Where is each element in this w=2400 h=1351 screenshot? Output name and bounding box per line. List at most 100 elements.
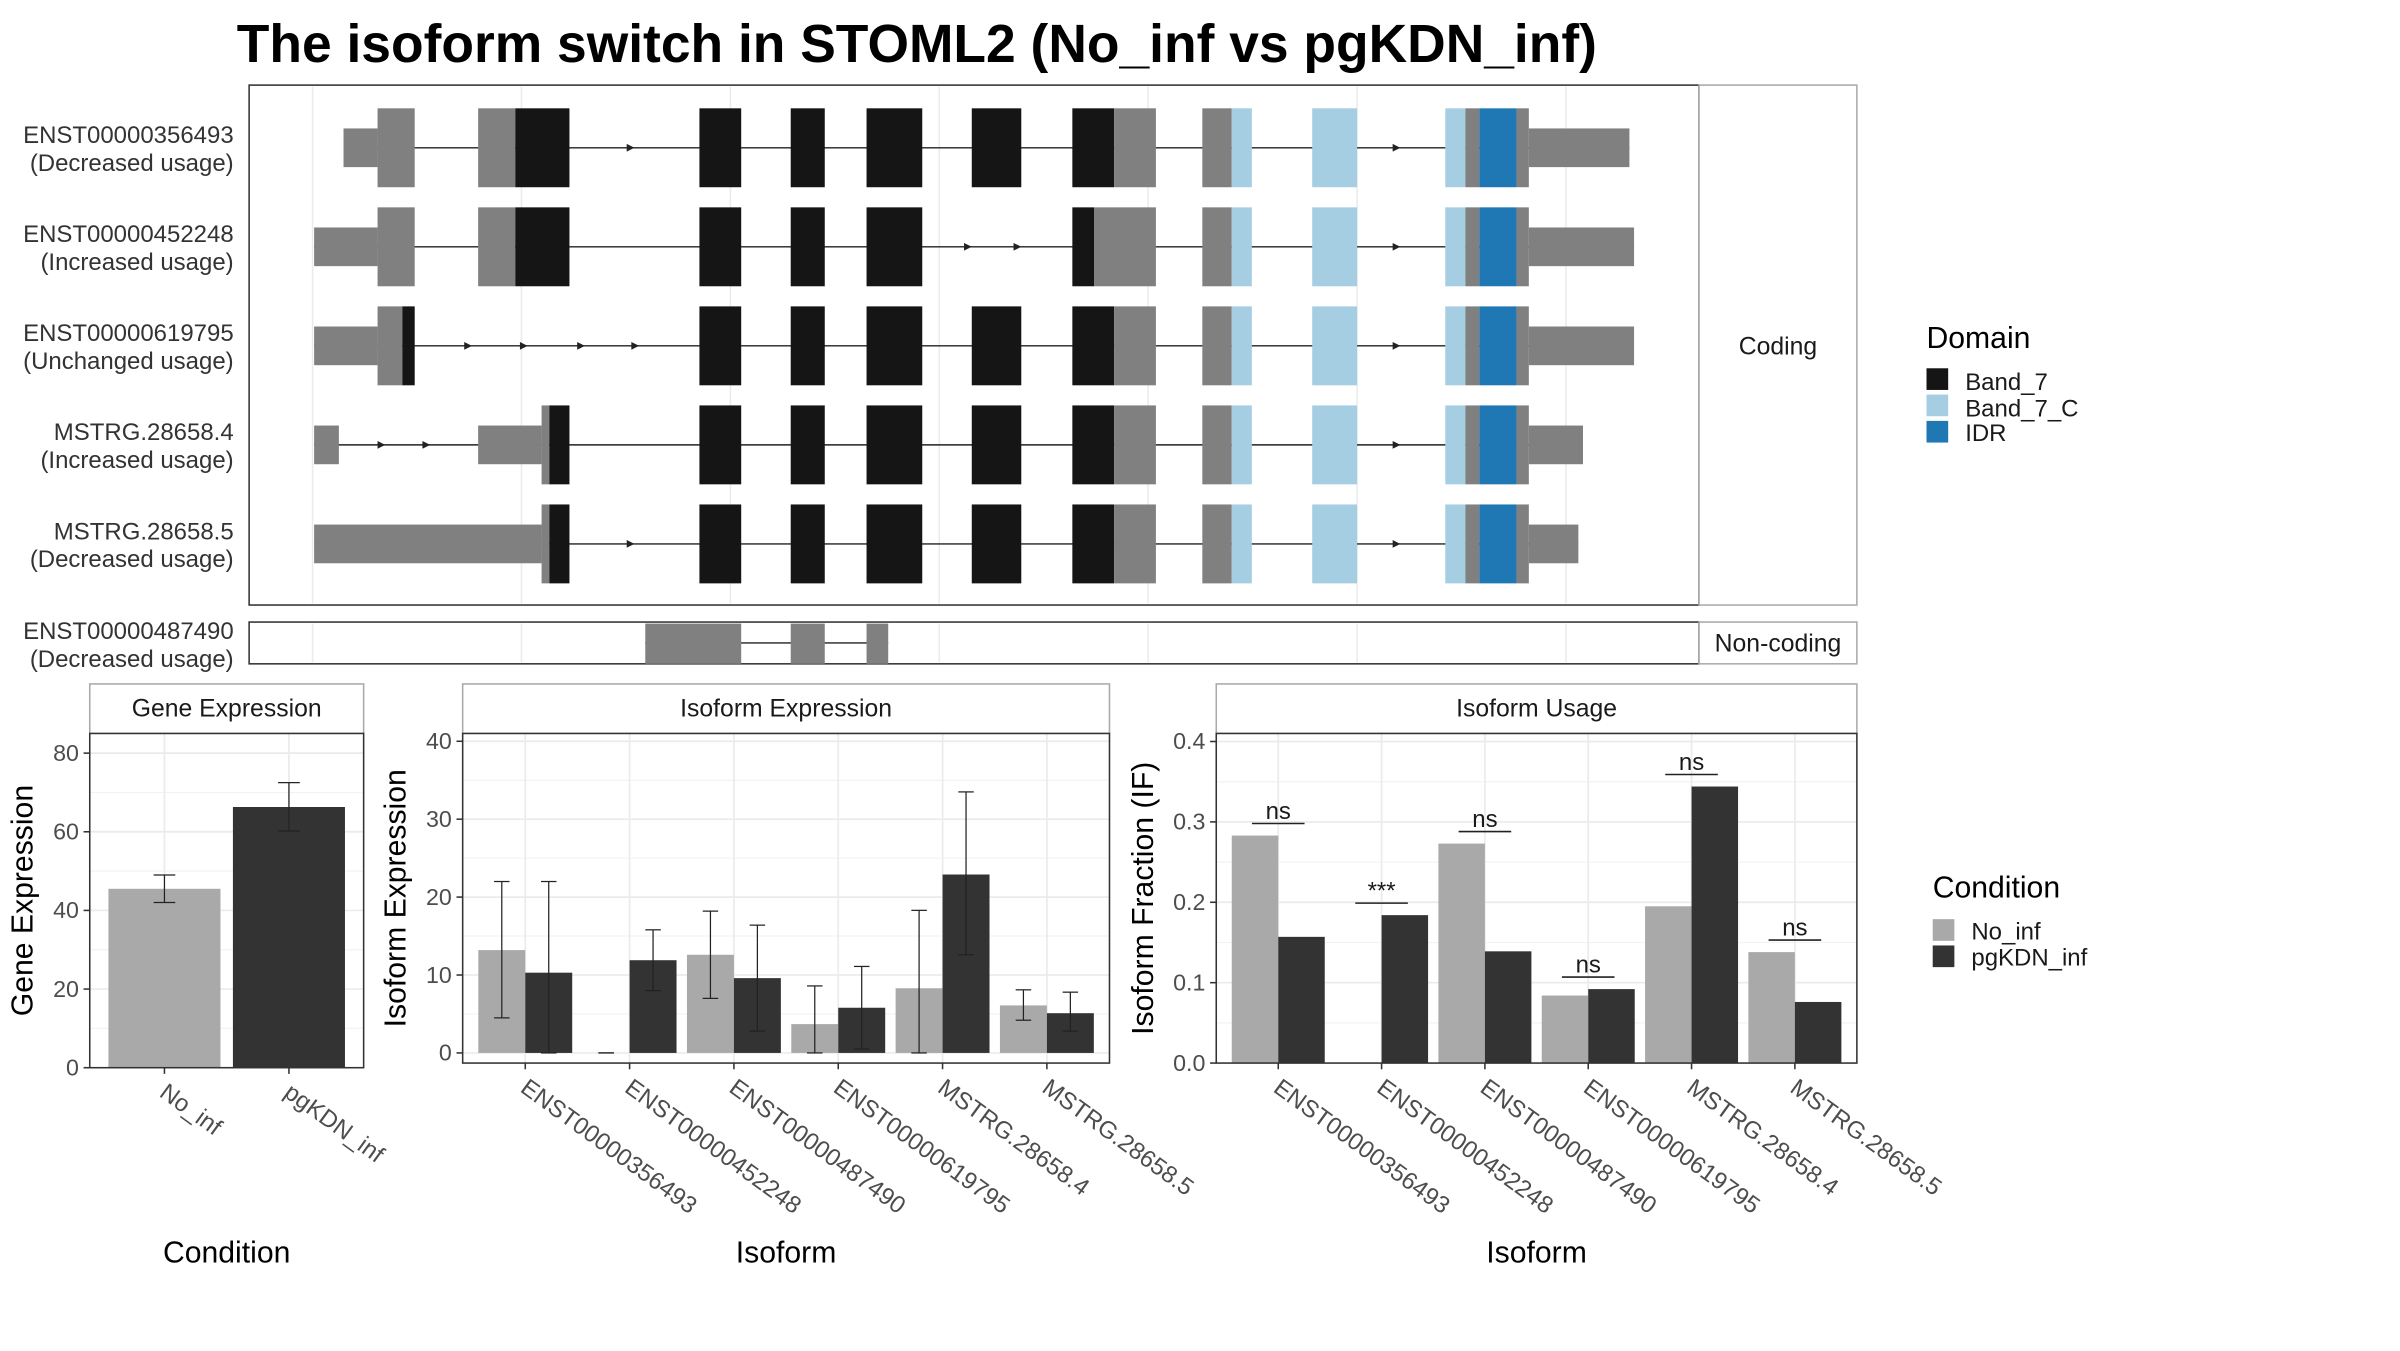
band7-domain bbox=[699, 504, 742, 584]
isoform-usage-bar bbox=[1588, 989, 1635, 1064]
isoform-usage-bar bbox=[1748, 952, 1795, 1064]
gene-expression-panel-border bbox=[88, 732, 365, 1069]
isoform-usage-bar bbox=[1381, 915, 1429, 1064]
band7c-domain bbox=[1231, 405, 1252, 485]
strand-arrow-icon bbox=[964, 242, 972, 251]
utr-exon bbox=[1516, 405, 1529, 485]
band7c-domain bbox=[1312, 306, 1358, 386]
isoform-usage-ytick-label: 0.4 bbox=[1173, 728, 1205, 754]
band7-domain bbox=[866, 306, 923, 386]
isoform-usage-chart: Isoform Usage ns *** ns ns ns ns 0.0 0.1 0.2 0.3 0.… bbox=[1127, 683, 1947, 1270]
isoform-usage-significance-label: *** bbox=[1368, 877, 1396, 904]
gene-expression-chart: Gene Expression 0 20 40 60 80 No_inf pgKDN_inf C… bbox=[6, 683, 389, 1270]
transcript-id-label: ENST00000487490 bbox=[23, 618, 234, 645]
coding-strip bbox=[1698, 84, 1858, 606]
isoform-expression-x-axis-title: Isoform bbox=[736, 1237, 837, 1270]
transcript-id-label: ENST00000619795 bbox=[23, 320, 234, 347]
band7c-domain bbox=[1312, 504, 1358, 584]
strand-arrow-icon bbox=[1392, 441, 1401, 449]
legend-label-idr: IDR bbox=[1965, 420, 2006, 447]
transcript-id-label: MSTRG.28658.5 bbox=[54, 518, 234, 545]
band7-domain bbox=[1072, 207, 1095, 287]
transcript-id-label: ENST00000356493 bbox=[23, 122, 234, 149]
isoform-expression-ytick-label: 40 bbox=[426, 728, 452, 754]
utr-exon bbox=[541, 405, 550, 485]
gene-expression-x-axis-title: Condition bbox=[163, 1237, 290, 1270]
band7-domain bbox=[1072, 405, 1115, 485]
strand-arrow-icon bbox=[631, 341, 640, 350]
band7-domain bbox=[515, 207, 570, 287]
band7-domain bbox=[549, 405, 570, 485]
utr-exon bbox=[1202, 405, 1232, 485]
domain-legend-title: Domain bbox=[1927, 322, 2031, 355]
transcript-status-label: (Decreased usage) bbox=[30, 150, 234, 177]
legend-label-band7c: Band_7_C bbox=[1965, 395, 2078, 422]
utr-exon bbox=[377, 306, 403, 386]
gene-expression-xtick-label: pgKDN_inf bbox=[279, 1079, 389, 1169]
legend-label-no-inf: No_inf bbox=[1971, 918, 2041, 945]
gene-expression-bar bbox=[108, 888, 221, 1068]
utr-exon bbox=[314, 524, 542, 564]
noncoding-exon bbox=[645, 623, 742, 664]
transcript-status-label: (Increased usage) bbox=[40, 447, 233, 474]
strand-arrow-icon bbox=[1013, 242, 1022, 251]
band7-domain bbox=[866, 108, 923, 188]
isoform-usage-ytick-label: 0.0 bbox=[1173, 1050, 1205, 1076]
band7c-domain bbox=[1445, 405, 1466, 485]
band7-domain bbox=[699, 207, 742, 287]
utr-exon bbox=[1202, 207, 1232, 287]
transcript-status-label: (Decreased usage) bbox=[30, 646, 234, 673]
isoform-usage-bar bbox=[1794, 1001, 1842, 1064]
band7-domain bbox=[866, 504, 923, 584]
gene-expression-strip bbox=[88, 683, 365, 735]
isoform-usage-bar bbox=[1541, 995, 1589, 1064]
condition-legend: Condition No_inf pgKDN_inf bbox=[1932, 871, 2088, 972]
transcript-status-label: (Increased usage) bbox=[40, 249, 233, 276]
gene-expression-ytick-label: 40 bbox=[53, 897, 79, 923]
utr-exon bbox=[1528, 227, 1635, 267]
isoform-expression-panel-border bbox=[461, 732, 1111, 1064]
transcript-status-label: (Decreased usage) bbox=[30, 546, 234, 573]
isoform-usage-bar bbox=[1645, 906, 1692, 1064]
idr-domain bbox=[1479, 306, 1517, 386]
isoform-expression-xtick-label: ENST00000452248 bbox=[620, 1074, 806, 1220]
band7-domain bbox=[790, 306, 825, 386]
isoform-expression-xtick-label: ENST00000356493 bbox=[516, 1074, 702, 1220]
strand-arrow-icon bbox=[1392, 540, 1401, 548]
isoform-usage-strip bbox=[1215, 683, 1858, 735]
utr-exon bbox=[377, 207, 415, 287]
isoform-usage-bar bbox=[1278, 936, 1325, 1064]
utr-exon bbox=[1528, 425, 1583, 465]
noncoding-panel-frame bbox=[248, 621, 1700, 665]
legend-key-idr bbox=[1926, 420, 1949, 443]
band7c-domain bbox=[1231, 504, 1252, 584]
band7c-domain bbox=[1445, 108, 1466, 188]
strand-arrow-icon bbox=[1392, 341, 1401, 350]
gene-expression-ytick-label: 20 bbox=[53, 976, 79, 1002]
strand-arrow-icon bbox=[464, 341, 472, 350]
utr-exon bbox=[377, 108, 415, 188]
band7-domain bbox=[971, 306, 1022, 386]
idr-domain bbox=[1479, 504, 1517, 584]
transcript-id-label: MSTRG.28658.4 bbox=[54, 419, 234, 446]
isoform-usage-bar bbox=[1438, 843, 1485, 1064]
utr-exon bbox=[1528, 128, 1630, 168]
isoform-usage-significance-label: ns bbox=[1576, 951, 1601, 978]
band7c-domain bbox=[1312, 108, 1358, 188]
isoform-usage-ytick-label: 0.3 bbox=[1173, 809, 1205, 835]
band7-domain bbox=[866, 405, 923, 485]
strand-arrow-icon bbox=[1392, 242, 1401, 251]
band7-domain bbox=[699, 405, 742, 485]
isoform-expression-xtick-label: ENST00000619795 bbox=[829, 1074, 1015, 1220]
band7c-domain bbox=[1445, 504, 1466, 584]
utr-exon bbox=[1465, 504, 1480, 584]
isoform-usage-ytick-label: 0.1 bbox=[1173, 969, 1205, 995]
isoform-usage-bar bbox=[1231, 835, 1279, 1064]
legend-label-band7: Band_7 bbox=[1965, 369, 2048, 396]
transcript-track-2 bbox=[314, 207, 1635, 287]
utr-exon bbox=[1516, 207, 1529, 287]
isoform-expression-xtick-label: ENST00000487490 bbox=[724, 1074, 910, 1220]
coding-strip-label: Coding bbox=[1739, 333, 1817, 360]
idr-domain bbox=[1479, 108, 1517, 188]
isoform-expression-ytick-label: 10 bbox=[426, 962, 452, 988]
